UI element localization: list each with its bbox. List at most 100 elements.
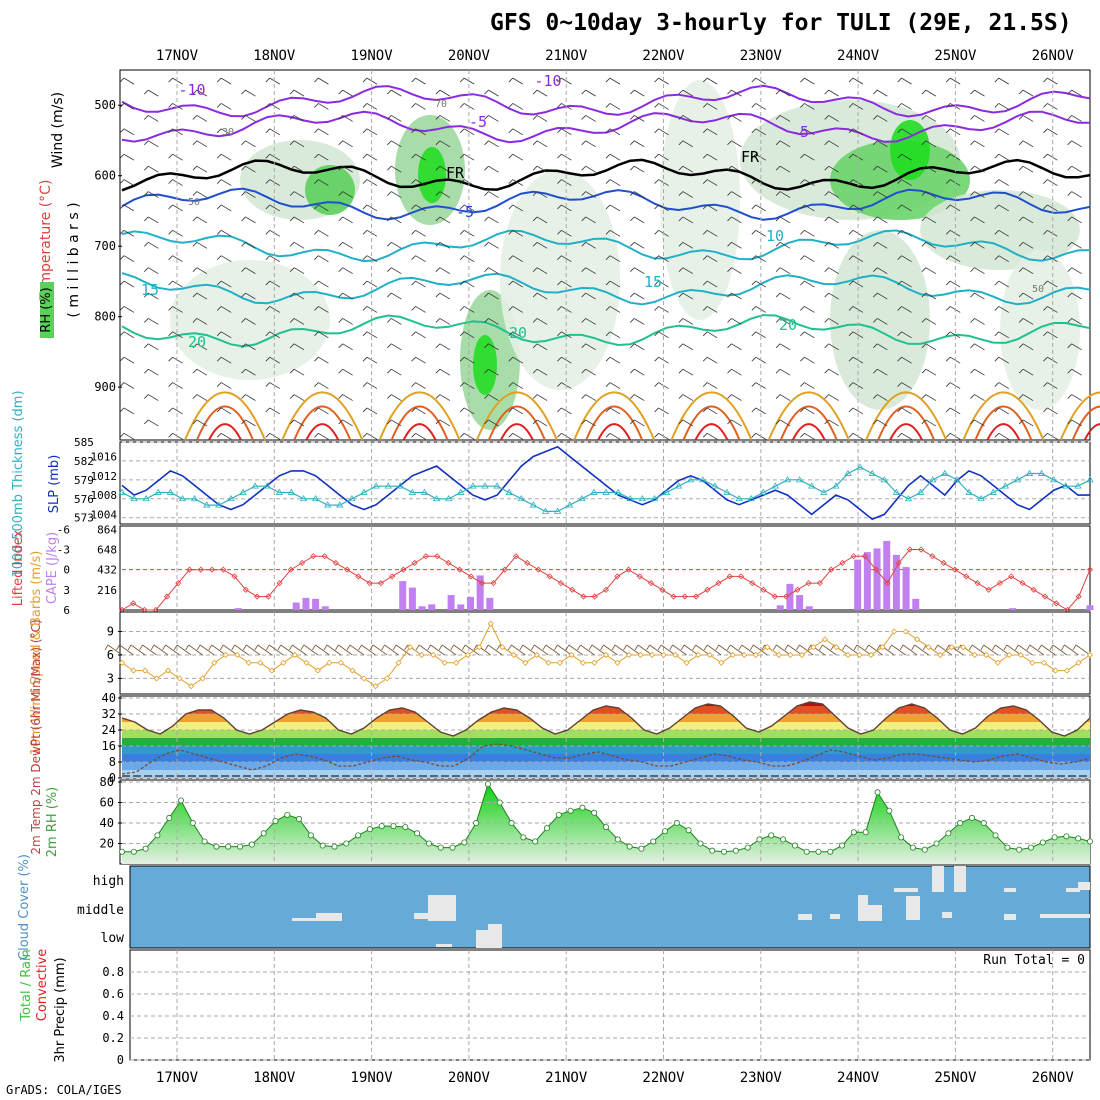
cape-bar: [486, 597, 494, 610]
wind-barb: [338, 115, 353, 122]
isoline-label: 20: [779, 316, 797, 334]
wind-barb: [630, 140, 645, 148]
wind-speed-point: [199, 675, 206, 682]
lifted-index-point: [591, 593, 598, 600]
wind-speed-point: [441, 659, 448, 666]
wind-barb: [775, 419, 791, 427]
lifted-index-point: [647, 580, 655, 587]
wind-barb: [387, 216, 402, 224]
wind-barb: [751, 331, 767, 339]
thickness-point: [941, 469, 949, 476]
ylabel-wind: Wind (m/s): [50, 92, 66, 168]
date-label-bottom: 26NOV: [1032, 1070, 1075, 1086]
wind-speed-point: [349, 667, 356, 674]
wind-barb: [1018, 241, 1034, 249]
date-label-top: 25NOV: [934, 48, 977, 64]
wind-speed-point: [867, 651, 875, 659]
rh-point: [968, 814, 975, 821]
lifted-index-point: [310, 553, 317, 560]
rh-2m-panel: 20 40 60 80: [100, 775, 1094, 865]
wind-speed-point: [798, 651, 805, 659]
wind-speed-point: [153, 675, 160, 682]
wind-barb-10m: [577, 644, 595, 656]
wind-barb: [387, 241, 402, 249]
wind-barb: [921, 115, 937, 122]
lifted-index-point: [918, 546, 925, 553]
date-label-top: 22NOV: [642, 48, 685, 64]
wind-barb: [994, 306, 1010, 313]
wind-barb: [970, 191, 985, 198]
wind-barb: [338, 419, 353, 427]
wind-barb: [192, 368, 208, 376]
cloud-cover-panel: high middle low: [77, 865, 1091, 949]
wind-barb: [800, 331, 815, 339]
wind-barb: [338, 394, 353, 401]
wind-barb: [241, 419, 256, 427]
wind-barb: [532, 165, 548, 173]
rh-point: [1027, 844, 1034, 851]
wind-barb: [532, 140, 548, 148]
lifted-index-point: [276, 580, 283, 587]
wind-barb: [435, 292, 451, 300]
wind-speed-point: [914, 636, 921, 643]
wind-barb: [144, 216, 159, 224]
thickness-point: [723, 488, 731, 495]
lifted-index-point: [771, 593, 778, 600]
wind-barb: [557, 77, 572, 85]
wind-barb: [508, 204, 524, 212]
wind-speed-point: [418, 651, 425, 659]
wind-barb: [484, 267, 499, 275]
temp-2m-panel: 0 8 16 24 32 40: [102, 691, 1091, 785]
wind-barb-10m: [542, 644, 561, 656]
precip-tick-label: 0: [117, 1053, 124, 1067]
wind-barb: [411, 407, 426, 415]
wind-barb: [945, 77, 961, 85]
thickness-point: [1013, 476, 1022, 483]
wind-barb: [144, 318, 159, 325]
wind-barb: [581, 89, 596, 97]
wind-barb: [994, 255, 1010, 263]
wind-barb-10m: [196, 644, 215, 656]
wind-barb: [411, 331, 426, 339]
lifted-index-point: [389, 573, 396, 580]
wind-barb: [1067, 419, 1082, 427]
wind-speed-point: [856, 651, 863, 659]
isoline-label: 20: [509, 324, 527, 342]
wind-barb: [897, 77, 912, 85]
lifted-index-point: [411, 559, 418, 567]
wind-barb-10m: [127, 644, 146, 656]
rh-point: [780, 836, 787, 843]
wind-barb-10m: [657, 644, 676, 656]
wind-barb: [168, 255, 183, 263]
wind-barb: [702, 382, 718, 389]
wind-speed-point: [960, 644, 967, 651]
wind-barb: [1067, 368, 1082, 376]
lifted-index-point: [1008, 573, 1015, 580]
wind-barb: [581, 292, 596, 300]
wind-barb: [581, 216, 596, 224]
wind-barb: [338, 368, 353, 376]
wind-barb: [144, 292, 159, 300]
wind-barb: [387, 292, 402, 300]
wind-barb: [508, 432, 524, 440]
ylabel-rh: RH (%): [39, 287, 54, 332]
cape-bar: [418, 606, 426, 610]
wind-barb: [1067, 241, 1082, 249]
wind-barb: [1018, 419, 1034, 427]
wind-barb: [168, 356, 183, 364]
wind-barb: [775, 343, 791, 351]
date-label-bottom: 21NOV: [545, 1070, 588, 1086]
wind-barb: [508, 255, 524, 263]
wind-barb: [800, 356, 815, 364]
wind-barb: [119, 331, 135, 339]
lifted-index-point: [884, 580, 891, 587]
rh-contour-label: 50: [1032, 284, 1044, 295]
temperature-isoline-warm: [682, 405, 741, 441]
wind-barb: [119, 407, 135, 415]
wind-barb: [630, 318, 645, 325]
wind-barb: [897, 255, 912, 263]
wind-barb-10m: [623, 644, 641, 656]
rh-point: [567, 807, 574, 814]
ylabel-rh2m: 2m RH (%): [45, 787, 60, 858]
wind-barb-10m: [208, 644, 226, 656]
